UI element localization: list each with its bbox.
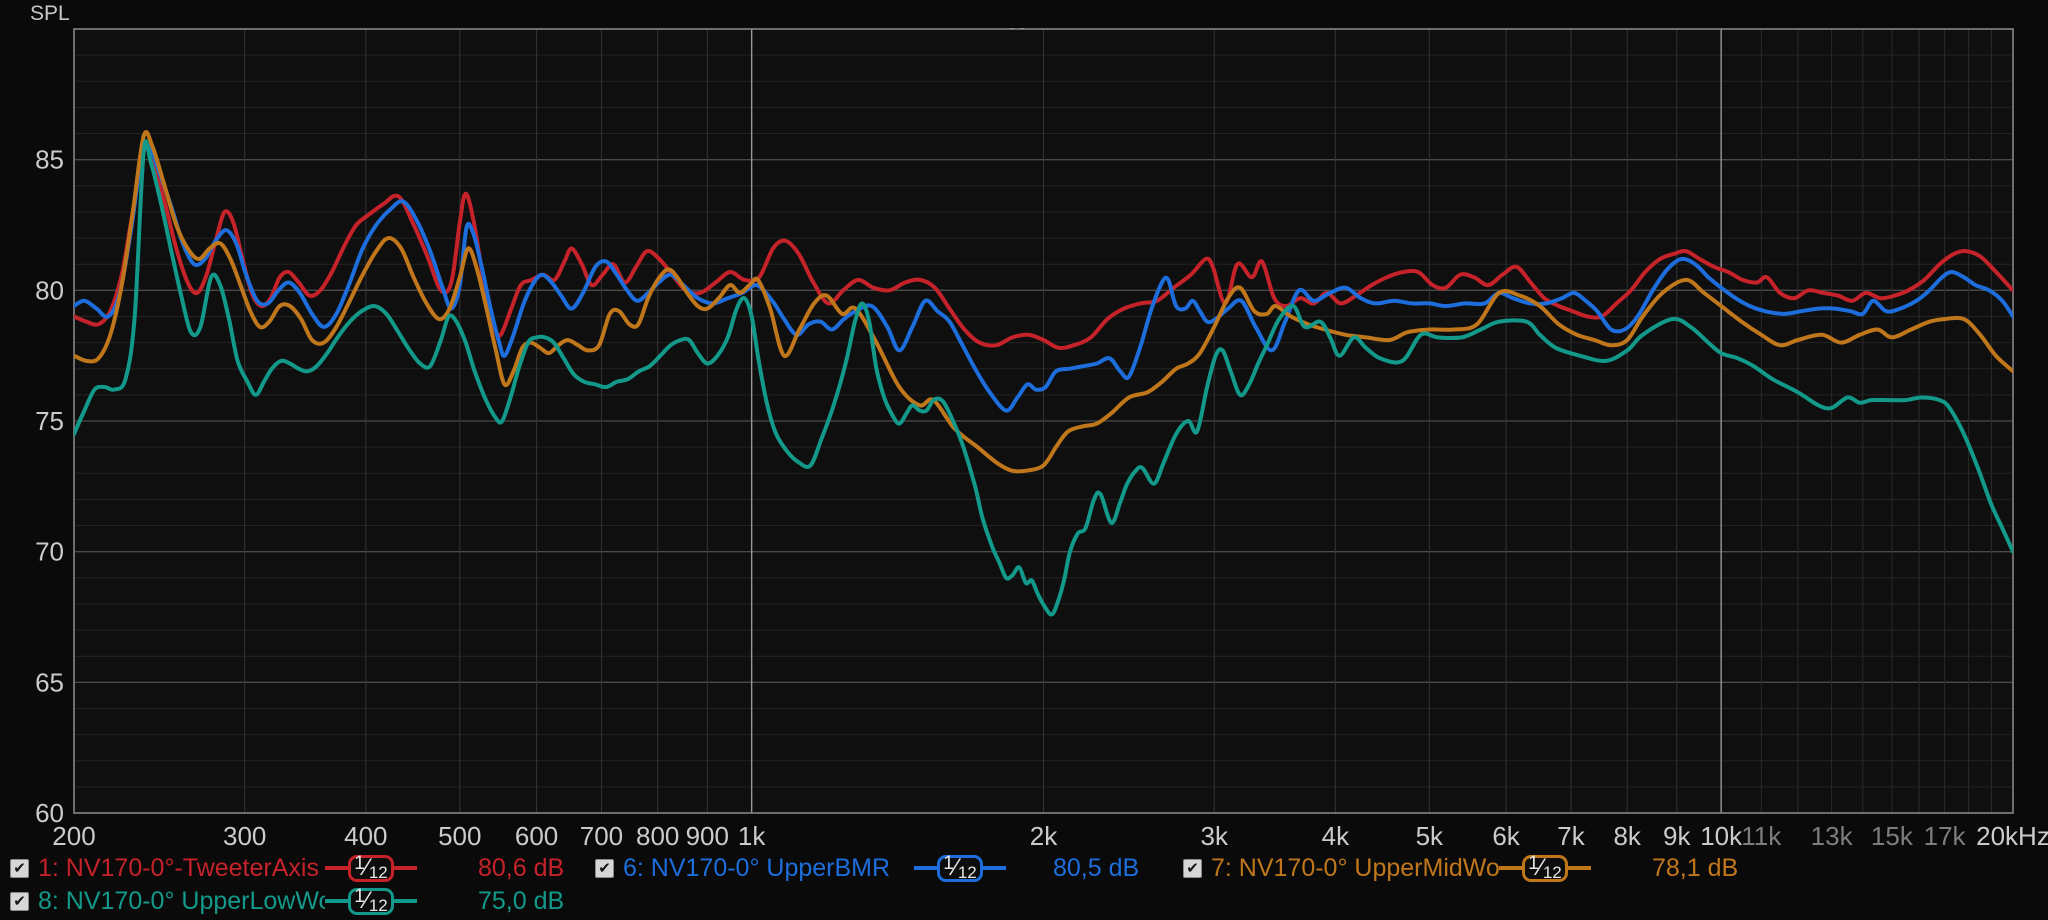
measurement-level: 80,5 dB bbox=[1053, 853, 1140, 882]
svg-text:9k: 9k bbox=[1663, 821, 1691, 850]
vertical-gridlines bbox=[244, 29, 1992, 813]
svg-text:900: 900 bbox=[686, 821, 729, 850]
svg-text:17k: 17k bbox=[1924, 821, 1967, 850]
svg-text:7k: 7k bbox=[1557, 821, 1585, 850]
smoothing-fraction: 1 ⁄ 12 bbox=[348, 853, 394, 882]
measurement-label: 1: NV170-0°-TweeterAxis bbox=[38, 853, 319, 882]
curve-line-icon bbox=[914, 866, 937, 870]
y-axis-name: SPL bbox=[30, 2, 70, 25]
smoothing-badge[interactable]: 1 ⁄ 12 bbox=[325, 853, 417, 882]
smoothing-fraction: 1 ⁄ 12 bbox=[348, 886, 394, 915]
checkmark-icon: ✔ bbox=[1186, 859, 1199, 877]
measurement-curves bbox=[74, 130, 2013, 617]
measurement-checkbox[interactable]: ✔ bbox=[1183, 858, 1202, 878]
y-axis-tick-labels: 85 80 75 70 65 60 bbox=[35, 145, 64, 828]
measurement-level: 78,1 dB bbox=[1652, 853, 1739, 882]
smoothing-badge[interactable]: 1 ⁄ 12 bbox=[1499, 853, 1591, 882]
svg-text:11k: 11k bbox=[1741, 821, 1782, 850]
legend-item-upper-bmr[interactable]: ✔ 6: NV170-0° UpperBMR 1 ⁄ 12 80,5 dB bbox=[595, 853, 1139, 883]
measurement-label: 6: NV170-0° UpperBMR bbox=[623, 853, 891, 882]
measurement-level: 75,0 dB bbox=[478, 886, 565, 915]
svg-text:700: 700 bbox=[580, 821, 623, 850]
smoothing-badge[interactable]: 1 ⁄ 12 bbox=[325, 886, 417, 915]
svg-text:13k: 13k bbox=[1811, 821, 1854, 850]
checkmark-icon: ✔ bbox=[13, 859, 26, 877]
svg-text:60: 60 bbox=[35, 798, 64, 828]
svg-text:8k: 8k bbox=[1613, 821, 1641, 850]
curve-line-icon bbox=[983, 866, 1006, 870]
curve-3 bbox=[74, 130, 2013, 474]
curve-line-icon bbox=[394, 866, 417, 870]
checkmark-icon: ✔ bbox=[13, 892, 26, 910]
svg-text:20kHz: 20kHz bbox=[1976, 821, 2048, 850]
x-axis-tick-labels: 200 300 400 500 600 700 800 900 1k 2k 3k 4k 5k 6k 7k 8k… bbox=[52, 821, 2048, 850]
measurement-level: 80,6 dB bbox=[478, 853, 565, 882]
svg-text:70: 70 bbox=[35, 537, 64, 567]
svg-text:5k: 5k bbox=[1416, 821, 1444, 850]
curve-line-icon bbox=[325, 899, 348, 903]
svg-text:500: 500 bbox=[438, 821, 481, 850]
svg-text:15k: 15k bbox=[1871, 821, 1914, 850]
svg-text:3k: 3k bbox=[1200, 821, 1228, 850]
svg-text:75: 75 bbox=[35, 406, 64, 436]
smoothing-fraction: 1 ⁄ 12 bbox=[937, 853, 983, 882]
curve-2 bbox=[74, 142, 2013, 413]
measurement-label: 8: NV170-0° UpperLowWoofer bbox=[38, 886, 325, 915]
curve-4 bbox=[74, 139, 2013, 617]
svg-text:65: 65 bbox=[35, 667, 64, 697]
svg-text:10k: 10k bbox=[1700, 821, 1743, 850]
curve-1 bbox=[74, 145, 2013, 351]
plot-border bbox=[73, 28, 2014, 814]
svg-text:4k: 4k bbox=[1322, 821, 1350, 850]
legend-item-upper-mid-woofer[interactable]: ✔ 7: NV170-0° UpperMidWoofer 1⁄12 78,1 d… bbox=[1183, 853, 1738, 883]
curve-line-icon bbox=[1568, 866, 1591, 870]
measurement-checkbox[interactable]: ✔ bbox=[595, 858, 614, 878]
legend-item-upper-low-woofer[interactable]: ✔ 8: NV170-0° UpperLowWoofer 1⁄12 75,0 d… bbox=[10, 886, 564, 916]
measurement-checkbox[interactable]: ✔ bbox=[10, 858, 29, 878]
svg-text:1k: 1k bbox=[738, 821, 766, 850]
legend-item-tweeter-axis[interactable]: ✔ 1: NV170-0°-TweeterAxis 1 ⁄ 12 80,6 dB bbox=[10, 853, 564, 883]
measurement-label: 7: NV170-0° UpperMidWoofer bbox=[1211, 853, 1499, 882]
smoothing-badge[interactable]: 1 ⁄ 12 bbox=[914, 853, 1006, 882]
svg-text:800: 800 bbox=[636, 821, 679, 850]
smoothing-fraction: 1 ⁄ 12 bbox=[1522, 853, 1568, 882]
svg-text:600: 600 bbox=[515, 821, 558, 850]
curve-line-icon bbox=[1499, 866, 1522, 870]
svg-text:85: 85 bbox=[35, 145, 64, 175]
measurement-checkbox[interactable]: ✔ bbox=[10, 891, 29, 911]
svg-text:400: 400 bbox=[344, 821, 387, 850]
svg-text:6k: 6k bbox=[1492, 821, 1520, 850]
curve-line-icon bbox=[325, 866, 348, 870]
svg-text:2k: 2k bbox=[1030, 821, 1058, 850]
checkmark-icon: ✔ bbox=[598, 859, 611, 877]
curve-line-icon bbox=[394, 899, 417, 903]
svg-text:300: 300 bbox=[223, 821, 266, 850]
svg-text:80: 80 bbox=[35, 275, 64, 305]
svg-text:200: 200 bbox=[52, 821, 95, 850]
